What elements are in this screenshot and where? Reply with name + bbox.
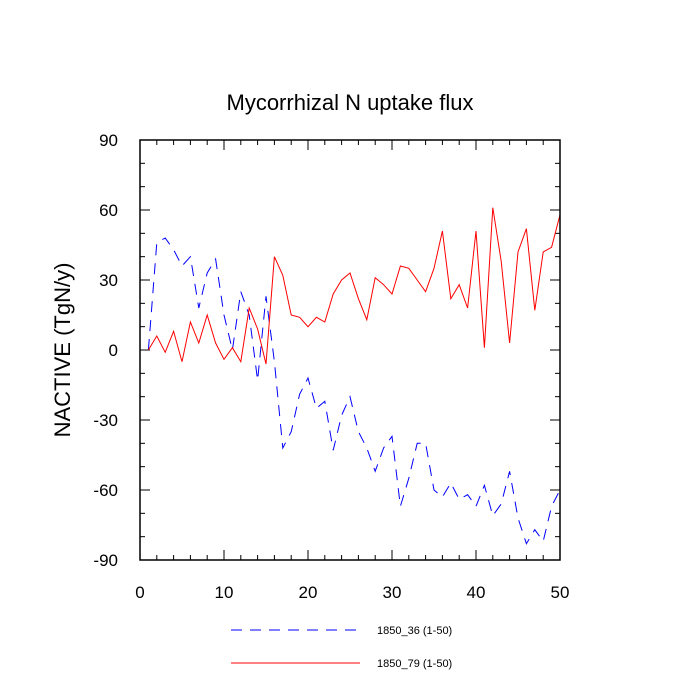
x-tick-label: 20 <box>299 583 318 602</box>
y-axis-label: NACTIVE (TgN/y) <box>50 263 75 438</box>
series-line-2 <box>147 207 561 365</box>
x-tick-label: 40 <box>467 583 486 602</box>
y-tick-label: 60 <box>99 201 118 220</box>
y-tick-label: -30 <box>93 411 118 430</box>
x-tick-label: 30 <box>383 583 402 602</box>
chart-title: Mycorrhizal N uptake flux <box>227 90 474 115</box>
y-tick-label: 90 <box>99 131 118 150</box>
y-tick-label: 0 <box>109 341 118 360</box>
axis-ticks <box>139 139 561 561</box>
series-line-1 <box>147 237 561 545</box>
y-tick-label: -90 <box>93 551 118 570</box>
axis-tick-labels: 0 10 20 30 40 50 -90 -60 -30 0 30 60 90 <box>93 131 569 602</box>
plot-frame <box>139 139 561 561</box>
x-tick-label: 50 <box>551 583 570 602</box>
y-tick-label: 30 <box>99 271 118 290</box>
series-lines <box>147 207 561 545</box>
x-tick-label: 10 <box>215 583 234 602</box>
legend-label-2: 1850_79 (1-50) <box>377 658 452 670</box>
legend: 1850_36 (1-50) 1850_79 (1-50) <box>231 625 452 670</box>
legend-label-1: 1850_36 (1-50) <box>377 625 452 637</box>
x-tick-label: 0 <box>135 583 144 602</box>
y-tick-label: -60 <box>93 481 118 500</box>
